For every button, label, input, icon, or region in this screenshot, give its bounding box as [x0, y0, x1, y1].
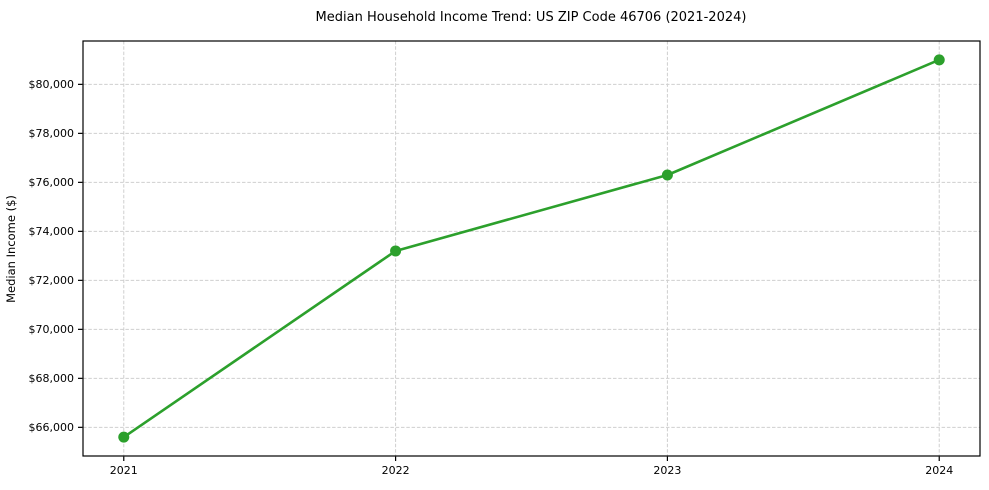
data-point: [661, 169, 673, 181]
y-tick-label: $76,000: [29, 176, 75, 189]
chart-title: Median Household Income Trend: US ZIP Co…: [316, 10, 747, 25]
data-point: [118, 431, 130, 443]
plot-border: [82, 40, 981, 457]
y-axis-label: Median Income ($): [4, 195, 18, 303]
y-tick-label: $80,000: [29, 78, 75, 91]
axes-layer: [78, 40, 981, 461]
x-tick-label: 2023: [653, 464, 681, 477]
y-tick-label: $74,000: [29, 225, 75, 238]
series-layer: [118, 54, 945, 443]
tick-labels-layer: 2021 2022 2023 2024 $66,000 $68,000 $70,000 $72…: [29, 78, 954, 477]
y-tick-label: $78,000: [29, 127, 75, 140]
y-tick-label: $66,000: [29, 421, 75, 434]
data-point: [390, 245, 402, 257]
y-tick-label: $70,000: [29, 323, 75, 336]
y-tick-label: $72,000: [29, 274, 75, 287]
gridlines-layer: [83, 41, 980, 456]
data-point: [933, 54, 945, 66]
x-tick-label: 2024: [925, 464, 953, 477]
x-tick-label: 2022: [382, 464, 410, 477]
x-tick-label: 2021: [110, 464, 138, 477]
y-tick-label: $68,000: [29, 372, 75, 385]
series-line: [122, 58, 941, 439]
